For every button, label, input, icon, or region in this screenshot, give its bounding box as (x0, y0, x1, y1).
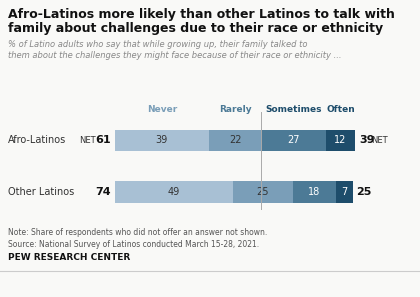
Text: 61: 61 (95, 135, 110, 145)
Text: 25: 25 (256, 187, 269, 197)
Bar (115, 129, 209, 151)
Text: PEW RESEARCH CENTER: PEW RESEARCH CENTER (8, 253, 130, 262)
Bar (293, 181, 336, 203)
Text: 18: 18 (308, 187, 320, 197)
Bar (261, 129, 326, 151)
Text: 12: 12 (334, 135, 347, 145)
Text: Often: Often (326, 105, 355, 113)
Text: 27: 27 (288, 135, 300, 145)
Bar (336, 181, 353, 203)
Text: Never: Never (147, 105, 177, 113)
Text: 49: 49 (168, 187, 180, 197)
Text: 22: 22 (229, 135, 241, 145)
Text: Afro-Latinos: Afro-Latinos (8, 135, 66, 145)
Text: family about challenges due to their race or ethnicity: family about challenges due to their rac… (8, 22, 383, 35)
Text: 7: 7 (341, 187, 347, 197)
Text: Sometimes: Sometimes (265, 105, 322, 113)
Text: % of Latino adults who say that while growing up, their family talked to
them ab: % of Latino adults who say that while gr… (8, 40, 341, 61)
Text: NET: NET (79, 136, 96, 145)
Bar (209, 129, 261, 151)
Text: Other Latinos: Other Latinos (8, 187, 74, 197)
Text: Afro-Latinos more likely than other Latinos to talk with: Afro-Latinos more likely than other Lati… (8, 8, 395, 21)
Text: NET: NET (371, 136, 388, 145)
Text: 74: 74 (95, 187, 110, 197)
Bar (233, 181, 293, 203)
Text: 39: 39 (156, 135, 168, 145)
Text: 25: 25 (357, 187, 372, 197)
Bar (115, 181, 233, 203)
Bar (326, 129, 355, 151)
Text: Note: Share of respondents who did not offer an answer not shown.
Source: Nation: Note: Share of respondents who did not o… (8, 228, 267, 249)
Text: 39: 39 (359, 135, 375, 145)
Text: Rarely: Rarely (219, 105, 251, 113)
